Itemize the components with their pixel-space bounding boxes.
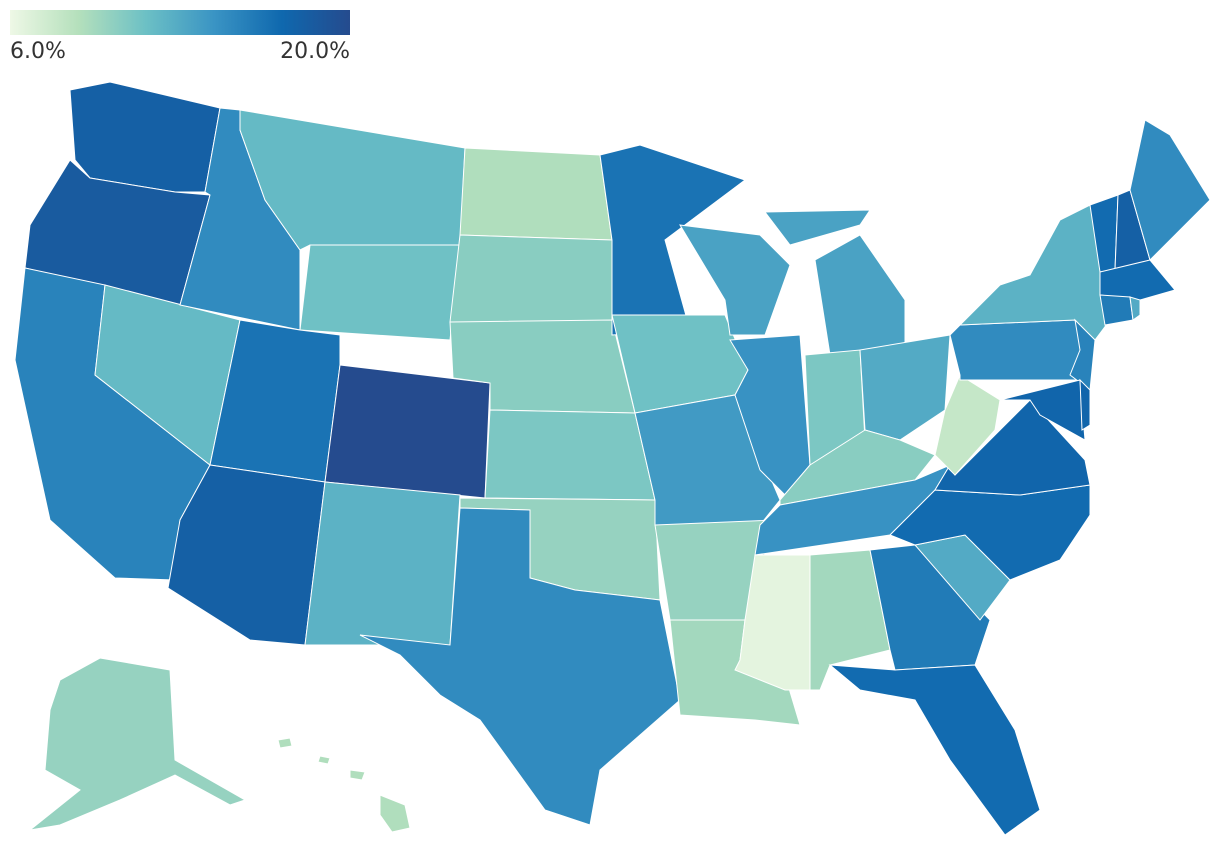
region	[459, 147, 613, 241]
region	[349, 769, 366, 781]
region	[999, 379, 1086, 441]
region	[949, 319, 1091, 381]
legend-gradient	[10, 10, 350, 35]
legend-max-label: 20.0%	[280, 39, 350, 64]
region	[28, 657, 247, 831]
region	[814, 234, 906, 361]
legend-min-label: 6.0%	[10, 39, 66, 64]
region	[1129, 296, 1141, 321]
region	[679, 224, 791, 336]
region	[1099, 294, 1134, 326]
region	[958, 204, 1111, 341]
region	[304, 481, 461, 646]
region	[1099, 259, 1176, 301]
region	[729, 334, 811, 496]
region	[484, 409, 656, 501]
region	[359, 507, 681, 826]
region	[1079, 378, 1091, 431]
region	[934, 399, 1091, 496]
region	[599, 144, 747, 336]
region	[379, 794, 411, 833]
region	[69, 81, 221, 193]
region	[317, 755, 331, 765]
region	[1129, 119, 1211, 261]
region	[828, 664, 1041, 836]
region	[277, 737, 293, 749]
region	[764, 209, 871, 246]
region	[324, 364, 491, 499]
region	[299, 244, 461, 341]
region	[734, 554, 811, 691]
region	[859, 334, 951, 441]
